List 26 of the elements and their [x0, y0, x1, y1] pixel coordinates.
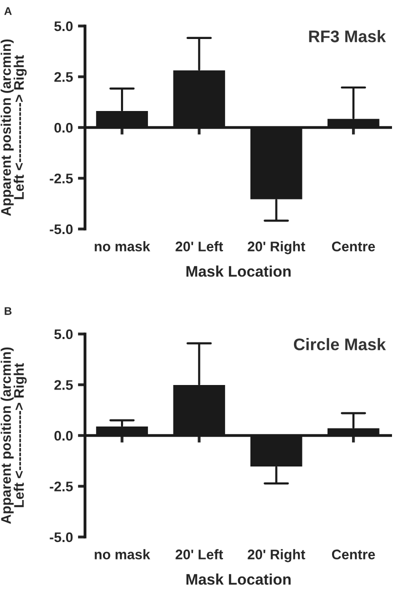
x-tick-label: Centre — [332, 550, 375, 560]
y-tick-label: -5.0 — [50, 224, 73, 234]
y-tick-label: 0.0 — [54, 430, 73, 441]
y-tick-label: -2.5 — [50, 174, 73, 184]
y-tick-label: 2.5 — [54, 72, 73, 82]
y-tick-label: -5.0 — [50, 532, 73, 542]
y-tick-label: -2.5 — [50, 482, 73, 492]
x-tick-label: 20' Left — [176, 549, 224, 560]
x-tick-label: 20' Left — [176, 241, 224, 252]
x-tick-label: no mask — [94, 549, 150, 560]
x-tick-label: Centre — [332, 242, 375, 252]
x-tick-label: no mask — [94, 241, 150, 252]
x-axis-title: Mask Location — [186, 266, 291, 277]
y-tick-label: 2.5 — [54, 380, 73, 390]
text: A — [4, 7, 12, 15]
x-axis-title: Mask Location — [186, 574, 291, 585]
y-tick-label: 5.0 — [54, 21, 73, 32]
y-tick-label: 0.0 — [54, 122, 73, 133]
y-axis-title: Apparent position (arcmin) Left <-------------> Right — [0, 347, 27, 524]
chart-title: RF3 Mask — [309, 30, 386, 42]
x-tick-label: 20' Right — [248, 241, 306, 254]
text: B — [4, 307, 12, 315]
y-axis-title: Apparent position (arcmin) Left <-------------> Right — [0, 39, 27, 216]
x-tick-label: 20' Right — [248, 549, 306, 562]
y-tick-label: 5.0 — [54, 329, 73, 340]
chart-title: Circle Mask — [294, 338, 386, 350]
